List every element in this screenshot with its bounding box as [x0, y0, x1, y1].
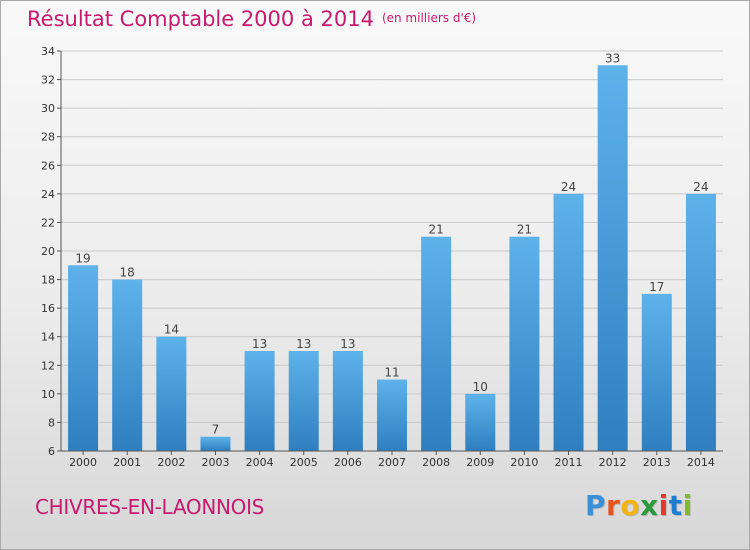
bar-2006	[332, 351, 363, 451]
x-tick-label: 2005	[290, 456, 318, 469]
x-tick-label: 2006	[334, 456, 362, 469]
bar-2005	[288, 351, 319, 451]
data-label-2003: 7	[212, 423, 220, 437]
x-tick-label: 2004	[246, 456, 274, 469]
y-tick-label: 32	[41, 74, 55, 87]
chart-title: Résultat Comptable 2000 à 2014 (en millie…	[27, 7, 476, 31]
data-label-2004: 13	[252, 337, 267, 351]
bar-2000	[68, 265, 99, 451]
proxiti-logo: Proxiti	[585, 489, 693, 522]
chart-title-text: Résultat Comptable 2000 à 2014	[27, 7, 374, 31]
x-tick-label: 2014	[687, 456, 715, 469]
logo-letter: t	[668, 489, 683, 522]
bar-2007	[376, 379, 408, 451]
bar-2008	[421, 236, 452, 451]
logo-letter: i	[682, 489, 693, 522]
bar-2002	[156, 336, 187, 451]
y-tick-label: 22	[41, 216, 55, 229]
y-tick-label: 12	[41, 359, 55, 372]
y-tick-label: 28	[41, 131, 55, 144]
data-label-2014: 24	[693, 180, 708, 194]
x-tick-label: 2013	[643, 456, 671, 469]
logo-letter: i	[658, 489, 669, 522]
y-tick-label: 34	[41, 45, 55, 58]
y-tick-label: 8	[48, 416, 55, 429]
y-tick-label: 6	[48, 445, 55, 458]
y-tick-label: 16	[41, 302, 55, 315]
x-tick-label: 2008	[422, 456, 450, 469]
data-label-2002: 14	[164, 323, 179, 337]
data-label-2005: 13	[296, 337, 311, 351]
data-label-2010: 21	[517, 223, 532, 237]
bar-2009	[465, 393, 496, 451]
data-label-2008: 21	[428, 223, 443, 237]
y-tick-label: 14	[41, 331, 55, 344]
bar-2013	[641, 293, 672, 451]
x-tick-label: 2011	[555, 456, 583, 469]
data-label-2001: 18	[120, 266, 135, 280]
bar-2012	[597, 65, 628, 452]
bar-2003	[200, 436, 231, 451]
bar-2014	[685, 193, 716, 451]
logo-letter: r	[606, 489, 621, 522]
data-label-2013: 17	[649, 280, 664, 294]
y-tick-label: 20	[41, 245, 55, 258]
x-tick-label: 2000	[69, 456, 97, 469]
y-tick-label: 10	[41, 388, 55, 401]
data-label-2000: 19	[75, 251, 90, 265]
data-label-2009: 10	[473, 380, 488, 394]
data-label-2011: 24	[561, 180, 576, 194]
bar-2004	[244, 351, 275, 451]
bar-2010	[509, 236, 540, 451]
bar-2011	[553, 193, 584, 451]
x-tick-label: 2003	[201, 456, 229, 469]
data-label-2007: 11	[384, 366, 399, 380]
logo-letter: o	[620, 489, 641, 522]
x-tick-label: 2012	[599, 456, 627, 469]
x-tick-label: 2007	[378, 456, 406, 469]
y-tick-label: 26	[41, 159, 55, 172]
x-tick-label: 2001	[113, 456, 141, 469]
data-label-2012: 33	[605, 51, 620, 65]
data-label-2006: 13	[340, 337, 355, 351]
bar-2001	[112, 279, 143, 451]
logo-letter: P	[585, 489, 607, 522]
logo-letter: x	[640, 489, 659, 522]
chart-subtitle: (en milliers d'€)	[381, 11, 477, 25]
x-tick-label: 2002	[157, 456, 185, 469]
x-tick-label: 2010	[510, 456, 538, 469]
y-tick-label: 24	[41, 188, 55, 201]
y-tick-label: 18	[41, 274, 55, 287]
town-name: CHIVRES-EN-LAONNOIS	[35, 495, 265, 519]
x-tick-label: 2009	[466, 456, 494, 469]
y-tick-label: 30	[41, 102, 55, 115]
